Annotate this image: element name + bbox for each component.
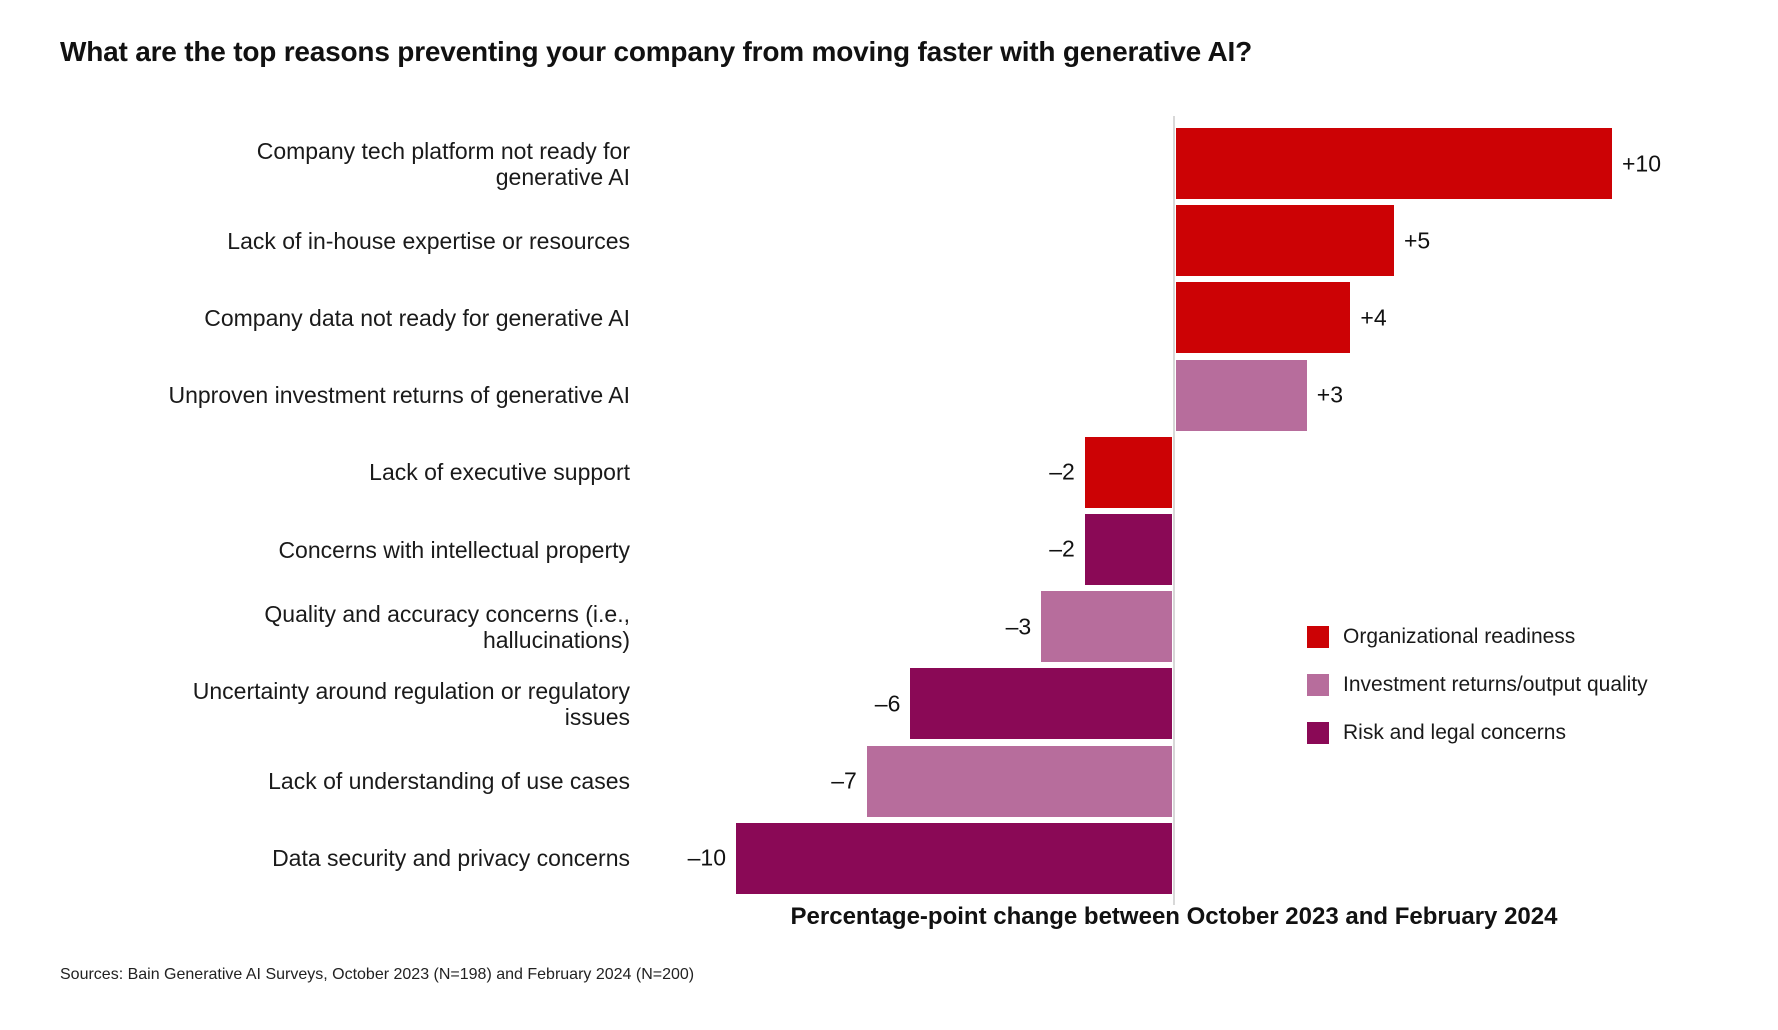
bar-plot-area: –6 xyxy=(630,668,1778,740)
bar-rows: Company tech platform not ready for gene… xyxy=(60,125,1778,897)
value-label: –3 xyxy=(1005,613,1032,640)
value-label: –6 xyxy=(874,690,901,717)
category-label: Lack of in-house expertise or resources xyxy=(227,227,630,254)
legend-item: Risk and legal concerns xyxy=(1307,721,1648,744)
bar-plot-area: +3 xyxy=(630,359,1778,431)
bar-negative xyxy=(1084,436,1172,508)
value-label: –2 xyxy=(1049,458,1075,485)
bar-plot-area: +10 xyxy=(630,128,1778,199)
bar-row: Concerns with intellectual property –2 xyxy=(60,511,1778,588)
legend-item: Organizational readiness xyxy=(1307,625,1648,648)
bar-negative xyxy=(866,745,1172,817)
bar-plot-area: +4 xyxy=(630,282,1778,354)
legend-label: Investment returns/output quality xyxy=(1343,673,1648,696)
bar-positive xyxy=(1176,205,1394,277)
bar-row: Uncertainty around regulation or regulat… xyxy=(60,665,1778,742)
category-label: Company data not ready for generative AI xyxy=(204,304,630,331)
legend-label: Risk and legal concerns xyxy=(1343,721,1566,744)
bar-positive xyxy=(1176,359,1307,431)
bar-plot-area: –3 xyxy=(630,591,1778,663)
bar-row: Lack of executive support –2 xyxy=(60,434,1778,511)
bar-negative xyxy=(1041,591,1172,663)
bar-row: Company tech platform not ready for gene… xyxy=(60,125,1778,202)
value-label: +4 xyxy=(1360,304,1387,331)
bar-plot-area: –10 xyxy=(630,822,1778,894)
value-label: –2 xyxy=(1049,535,1075,562)
bar-row: Unproven investment returns of generativ… xyxy=(60,357,1778,434)
category-label: Uncertainty around regulation or regulat… xyxy=(192,677,630,730)
bar-negative xyxy=(1084,513,1172,585)
legend: Organizational readiness Investment retur… xyxy=(1307,625,1648,770)
category-label: Data security and privacy concerns xyxy=(272,845,630,872)
category-label: Quality and accuracy concerns (i.e., hal… xyxy=(264,600,630,653)
x-axis-label: Percentage-point change between October … xyxy=(790,903,1558,930)
legend-swatch-icon xyxy=(1307,674,1329,696)
bar-plot-area: –7 xyxy=(630,745,1778,817)
value-label: +3 xyxy=(1316,381,1344,408)
value-label: +5 xyxy=(1404,227,1431,254)
sources-note: Sources: Bain Generative AI Surveys, Oct… xyxy=(60,966,695,983)
bar-row: Data security and privacy concerns –10 xyxy=(60,820,1778,897)
value-label: –10 xyxy=(687,844,726,871)
value-label: –7 xyxy=(831,767,857,794)
bar-negative xyxy=(736,822,1172,894)
category-label: Unproven investment returns of generativ… xyxy=(168,382,630,409)
category-label: Lack of executive support xyxy=(369,459,630,486)
value-label: +10 xyxy=(1622,150,1662,176)
bar-positive xyxy=(1176,282,1351,354)
bar-plot-area: +5 xyxy=(630,205,1778,277)
legend-item: Investment returns/output quality xyxy=(1307,673,1648,696)
legend-label: Organizational readiness xyxy=(1343,625,1576,648)
category-label: Company tech platform not ready for gene… xyxy=(256,137,630,190)
category-label: Lack of understanding of use cases xyxy=(268,768,630,795)
bar-row: Company data not ready for generative AI… xyxy=(60,279,1778,356)
legend-swatch-icon xyxy=(1307,722,1329,744)
category-label: Concerns with intellectual property xyxy=(278,536,630,563)
bar-row: Lack of in-house expertise or resources +… xyxy=(60,202,1778,279)
bar-row: Lack of understanding of use cases –7 xyxy=(60,743,1778,820)
bar-plot-area: –2 xyxy=(630,513,1778,585)
bar-row: Quality and accuracy concerns (i.e., hal… xyxy=(60,588,1778,665)
bar-negative xyxy=(910,668,1172,740)
chart-title: What are the top reasons preventing your… xyxy=(60,36,1253,67)
zero-axis-line xyxy=(1173,116,1175,905)
bar-plot-area: –2 xyxy=(630,436,1778,508)
bar-positive xyxy=(1176,128,1612,199)
legend-swatch-icon xyxy=(1307,626,1329,648)
